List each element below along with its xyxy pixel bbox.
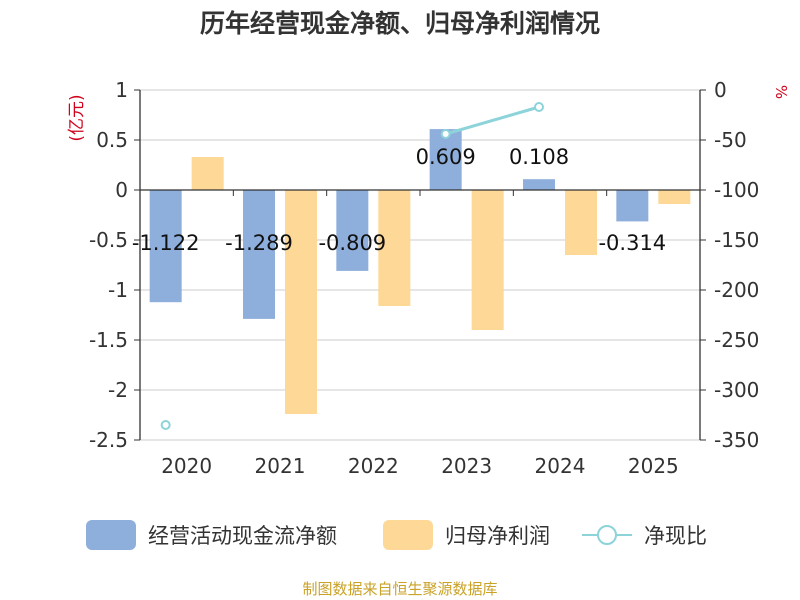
- bars: [149, 129, 691, 414]
- left-axis-tick-label: 0.5: [96, 128, 128, 152]
- cash-flow-bar: [523, 179, 555, 190]
- ratio-point: [160, 420, 171, 430]
- left-axis-tick-label: -1: [108, 278, 128, 302]
- source-footer: 制图数据来自恒生聚源数据库: [302, 580, 498, 598]
- x-axis-category-label: 2025: [628, 454, 679, 478]
- net-profit-bar: [285, 190, 317, 414]
- x-axis-category-label: 2023: [441, 454, 492, 478]
- x-axis-category-label: 2021: [255, 454, 306, 478]
- right-axis-tick-label: -150: [714, 228, 759, 252]
- legend-item-cash-flow[interactable]: 经营活动现金流净额: [86, 518, 337, 552]
- right-axis-tick-label: -200: [714, 278, 759, 302]
- right-axis-tick-label: 0: [714, 78, 727, 102]
- x-axis-category-label: 2022: [348, 454, 399, 478]
- data-labels: -1.122 -1.289 -0.809 0.609 0.108 -0.314: [132, 145, 666, 255]
- right-axis-tick-label: -100: [714, 178, 759, 202]
- ratio-point: [440, 129, 451, 139]
- left-axis-tick-label: -2: [108, 378, 128, 402]
- right-axis-tick-label: -350: [714, 428, 759, 452]
- legend-item-ratio[interactable]: 净现比: [582, 518, 707, 552]
- ratio-line-marker-icon: [582, 525, 632, 545]
- cash-flow-bar: [616, 190, 649, 222]
- cash-flow-data-label: 0.609: [416, 145, 476, 169]
- cash-flow-data-label: -0.809: [318, 231, 386, 255]
- x-axis-category-label: 2024: [535, 454, 586, 478]
- ratio-line-segment: [445, 105, 540, 136]
- legend-label-ratio: 净现比: [644, 524, 707, 548]
- left-axis-tick-label: 0: [115, 178, 128, 202]
- legend-label-net-profit: 归母净利润: [445, 524, 550, 548]
- ratio-line-layer: [160, 102, 544, 430]
- right-axis-tick-label: -300: [714, 378, 759, 402]
- net-profit-bar: [191, 157, 224, 190]
- left-axis-tick-label: -1.5: [89, 328, 128, 352]
- right-axis-tick-label: -50: [714, 128, 747, 152]
- cash-flow-data-label: -1.289: [225, 231, 293, 255]
- chart-title: 历年经营现金净额、归母净利润情况: [199, 9, 600, 38]
- net-profit-swatch-icon: [383, 520, 433, 550]
- net-profit-bar: [658, 190, 691, 204]
- legend-item-net-profit[interactable]: 归母净利润: [383, 518, 550, 552]
- cash-flow-data-label: -1.122: [132, 231, 200, 255]
- left-axis-unit: (亿元): [67, 94, 87, 141]
- left-axis-tick-label: -2.5: [89, 428, 128, 452]
- left-axis-tick-label: 1: [115, 78, 128, 102]
- cash-flow-bar: [149, 190, 182, 303]
- right-axis-unit: %: [772, 85, 790, 99]
- net-profit-bar: [378, 190, 411, 306]
- cash-flow-bar: [429, 129, 462, 190]
- cash-flow-data-label: -0.314: [598, 231, 666, 255]
- cash-flow-bar: [243, 190, 275, 319]
- legend-label-cash-flow: 经营活动现金流净额: [148, 524, 337, 548]
- x-axis-category-label: 2020: [161, 454, 212, 478]
- cash-flow-data-label: 0.108: [509, 145, 569, 169]
- left-axis-tick-label: -0.5: [89, 228, 128, 252]
- net-profit-bar: [565, 190, 597, 255]
- right-axis-tick-label: -250: [714, 328, 759, 352]
- grid-lines: [140, 89, 700, 441]
- x-axis-ticks: [139, 190, 701, 196]
- axes: 1 0 0.5 -50 0 -100 -0.5 -150 -1 -200 -1.5 -250 -2 -30…: [89, 78, 759, 478]
- ratio-point: [534, 102, 544, 112]
- cash-flow-swatch-icon: [86, 520, 136, 550]
- cash-flow-bar: [336, 190, 369, 271]
- net-profit-bar: [471, 190, 504, 330]
